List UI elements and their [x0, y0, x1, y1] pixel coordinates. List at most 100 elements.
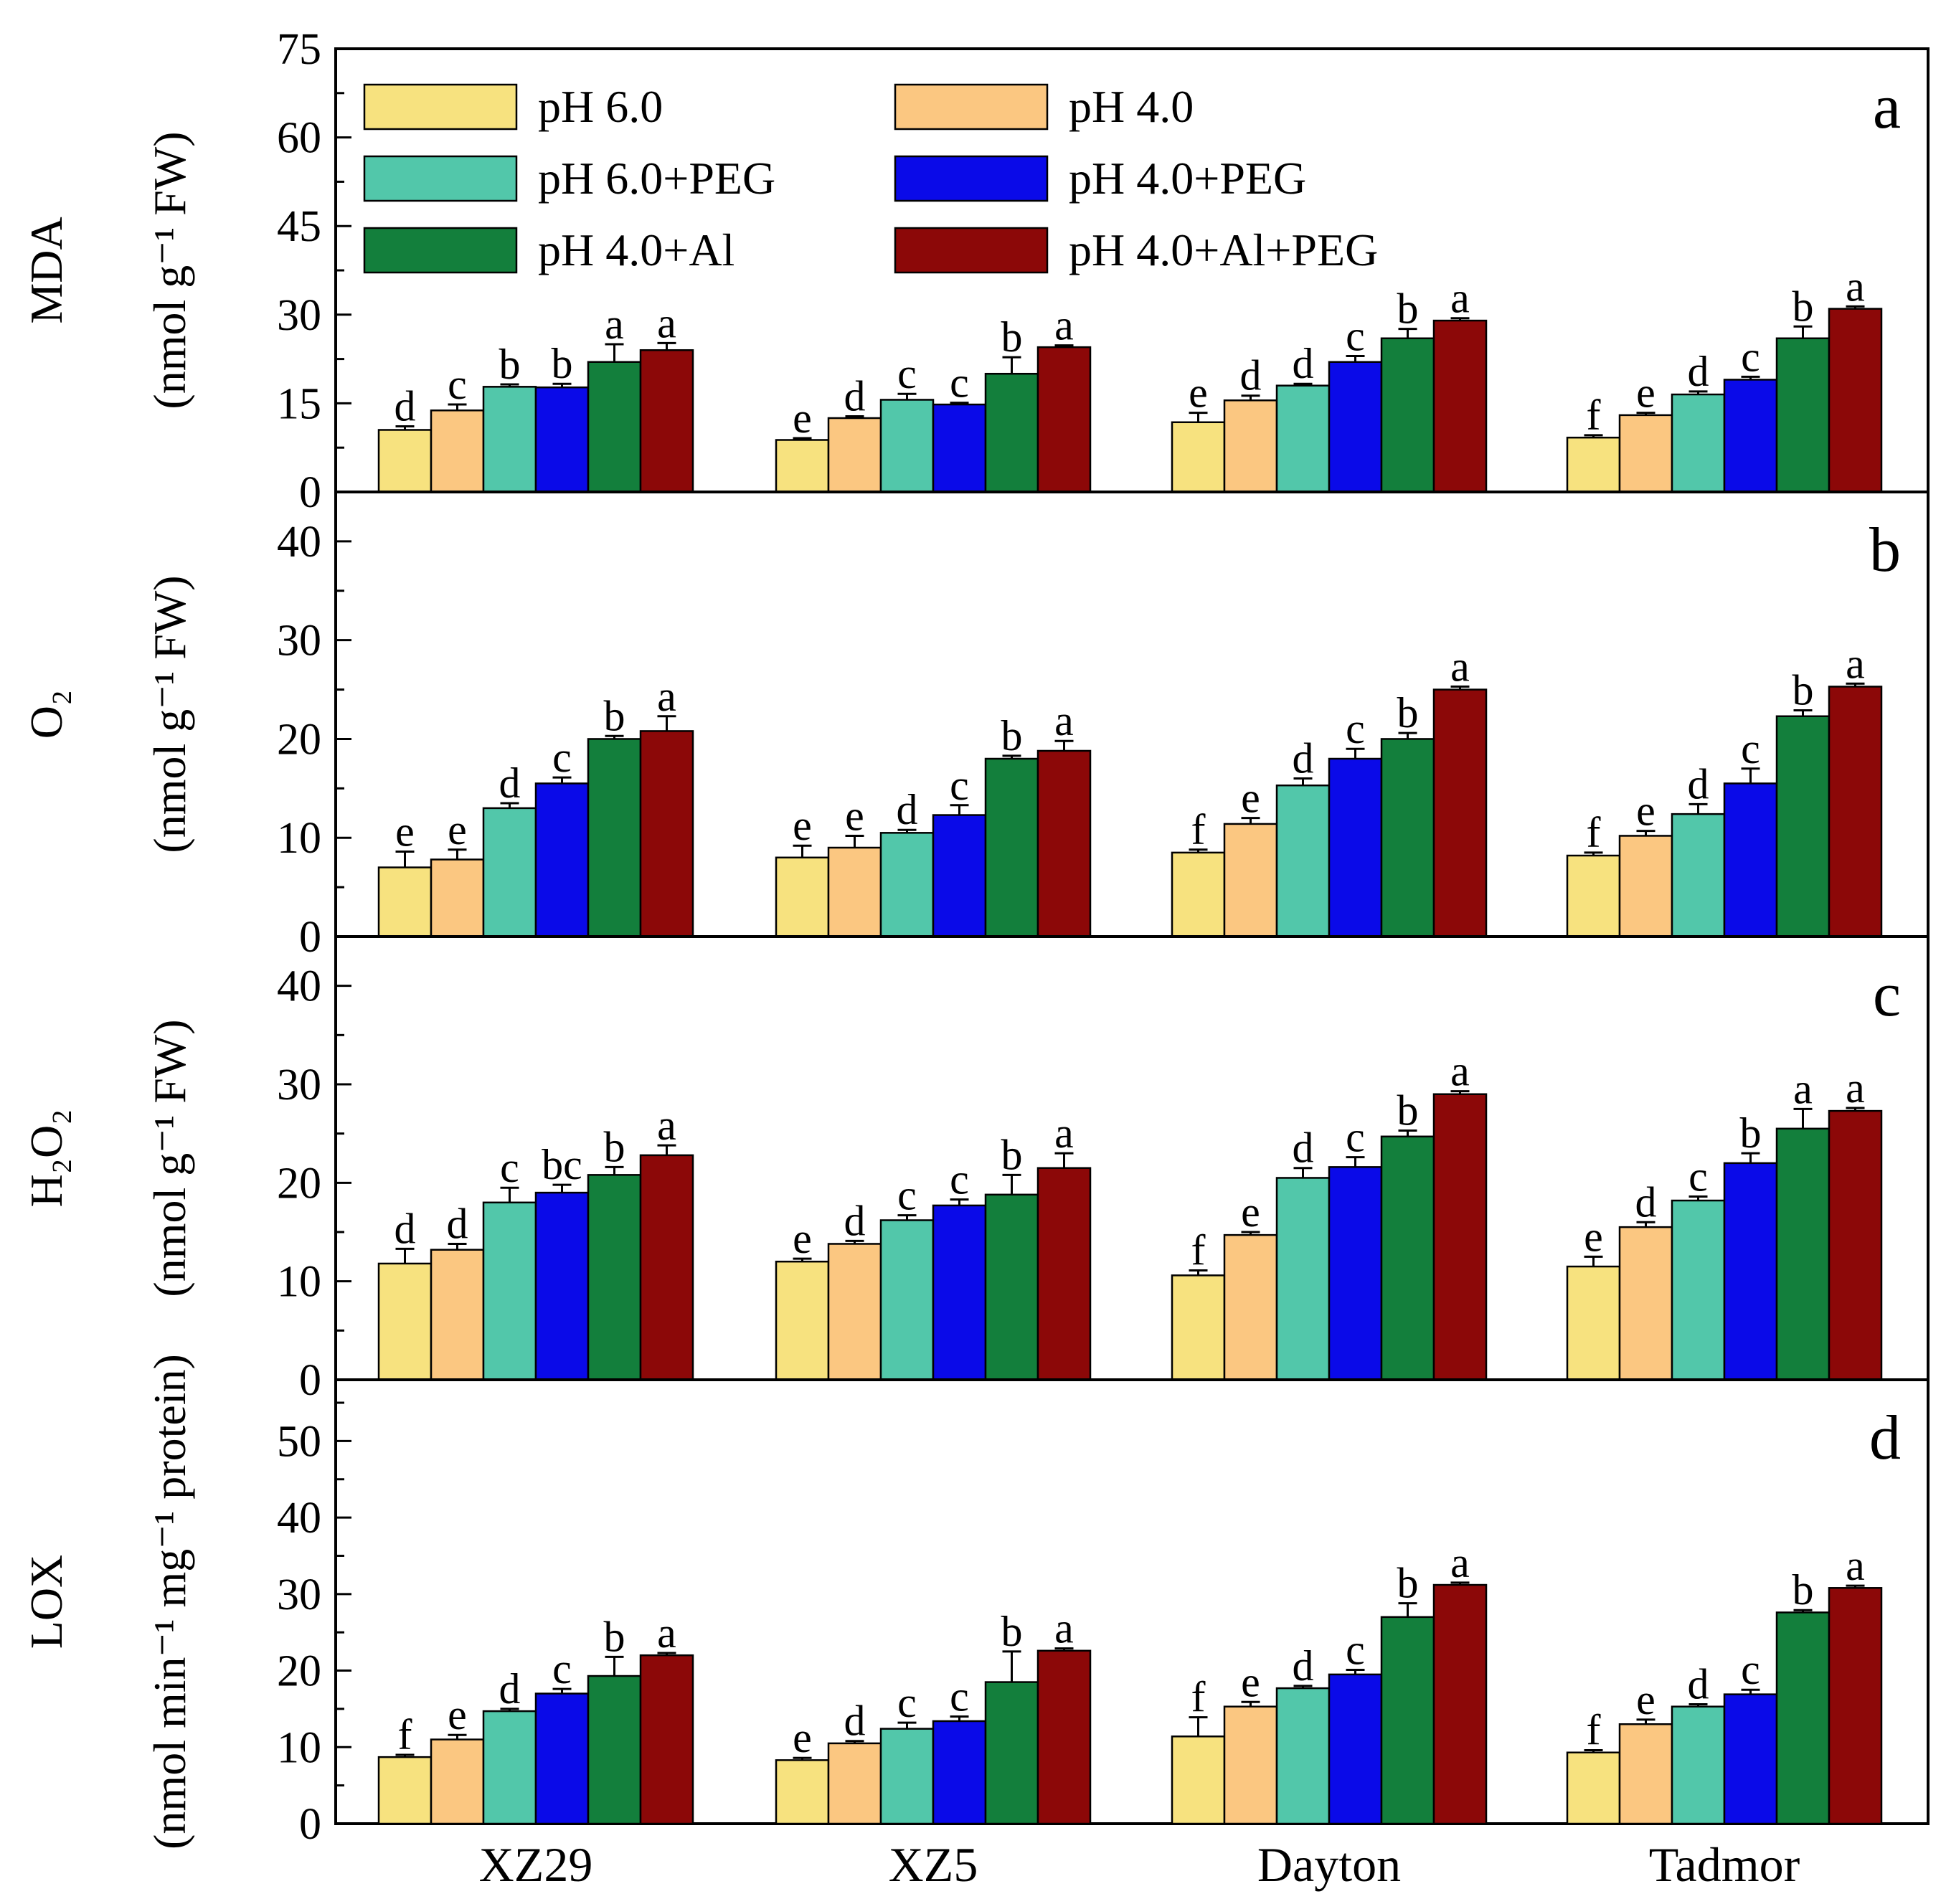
bar	[482, 1201, 537, 1381]
bar	[1775, 715, 1831, 938]
bar	[1618, 1226, 1673, 1381]
legend-label: pH 4.0+Al+PEG	[1069, 224, 1378, 275]
bar	[1775, 337, 1831, 493]
significance-letter: c	[552, 734, 572, 781]
significance-letter: a	[657, 1609, 676, 1657]
significance-letter: c	[1741, 333, 1760, 380]
significance-letter: a	[1846, 1542, 1865, 1589]
bar	[1036, 346, 1092, 493]
bar	[1223, 399, 1278, 493]
significance-letter: e	[1584, 1213, 1603, 1260]
bar	[1036, 749, 1092, 938]
significance-letter: c	[950, 1673, 969, 1720]
bar	[1828, 308, 1883, 493]
significance-letter: a	[1450, 1048, 1470, 1095]
significance-letter: f	[1191, 1227, 1206, 1274]
y-tick-label: 15	[277, 379, 321, 428]
bar	[1223, 1233, 1278, 1381]
legend-label: pH 6.0	[538, 81, 663, 132]
bar	[587, 738, 642, 938]
y-axis-label-line1: O₂	[21, 690, 72, 739]
y-tick-label: 60	[277, 114, 321, 163]
bar	[1671, 1705, 1726, 1825]
significance-letter: b	[604, 692, 625, 739]
significance-letter: f	[1191, 1674, 1206, 1721]
panel-letter: a	[1873, 72, 1901, 142]
significance-letter: b	[604, 1613, 625, 1660]
legend-swatch	[363, 83, 518, 131]
legend-swatch	[363, 227, 518, 274]
y-tick-label: 0	[299, 1356, 321, 1405]
bar	[1223, 1705, 1278, 1825]
bar	[775, 439, 830, 493]
y-tick-label: 0	[299, 1800, 321, 1849]
bar	[1723, 1162, 1778, 1381]
significance-letter: d	[1688, 1661, 1709, 1708]
bar	[639, 1154, 694, 1381]
bar	[1566, 436, 1621, 493]
significance-letter: bc	[542, 1141, 582, 1188]
x-category-label: Tadmor	[1649, 1837, 1800, 1892]
bar	[1828, 1109, 1883, 1381]
significance-letter: d	[1688, 348, 1709, 395]
bar	[1671, 393, 1726, 493]
bar	[827, 1243, 882, 1381]
legend-swatch	[894, 155, 1049, 202]
significance-letter: b	[1397, 285, 1419, 333]
bar	[984, 1193, 1039, 1381]
y-tick-label: 0	[299, 468, 321, 517]
y-axis-label-line2: (nmol g⁻¹ FW)	[144, 575, 195, 853]
bar	[1223, 823, 1278, 938]
significance-letter: c	[1346, 312, 1365, 359]
y-tick-label: 30	[277, 1061, 321, 1109]
bar	[1432, 319, 1488, 493]
significance-letter: e	[793, 394, 812, 442]
bar	[1275, 1177, 1331, 1381]
significance-letter: d	[897, 786, 918, 833]
significance-letter: d	[1240, 352, 1262, 399]
significance-letter: c	[1346, 705, 1365, 752]
significance-letter: b	[1001, 712, 1023, 759]
significance-letter: a	[1054, 302, 1074, 349]
significance-letter: c	[950, 762, 969, 809]
significance-letter: e	[1241, 775, 1260, 822]
bar	[984, 1681, 1039, 1825]
bar	[775, 1260, 830, 1381]
y-tick-label: 40	[277, 962, 321, 1011]
significance-letter: d	[499, 759, 521, 807]
significance-letter: e	[1241, 1188, 1260, 1236]
bar	[827, 417, 882, 493]
bar	[534, 1191, 590, 1381]
significance-letter: a	[1846, 262, 1865, 310]
bar	[1380, 1135, 1435, 1381]
bar	[1380, 1616, 1435, 1825]
y-tick-label: 20	[277, 1159, 321, 1208]
significance-letter: e	[793, 802, 812, 849]
bar	[1328, 1166, 1383, 1381]
y-tick-label: 40	[277, 1494, 321, 1543]
significance-letter: b	[1001, 1608, 1023, 1655]
bar	[1171, 1274, 1226, 1381]
significance-letter: d	[1635, 1178, 1657, 1226]
significance-letter: e	[1241, 1658, 1260, 1705]
significance-letter: b	[1397, 1087, 1419, 1135]
bar	[1432, 1093, 1488, 1381]
legend-label: pH 4.0+PEG	[1069, 153, 1306, 204]
significance-letter: a	[1450, 275, 1470, 322]
y-tick-label: 30	[277, 291, 321, 340]
bar	[1432, 688, 1488, 938]
bar	[827, 1742, 882, 1825]
significance-letter: c	[950, 1156, 969, 1203]
significance-letter: e	[793, 1714, 812, 1761]
significance-letter: e	[845, 792, 864, 839]
bar	[639, 730, 694, 938]
significance-letter: e	[1189, 369, 1208, 417]
bar	[1275, 384, 1331, 493]
bar	[1328, 361, 1383, 493]
bar	[1723, 782, 1778, 938]
legend-item: pH 4.0+Al+PEG	[894, 224, 1378, 275]
significance-letter: b	[1001, 313, 1023, 361]
significance-letter: b	[1397, 1560, 1419, 1607]
